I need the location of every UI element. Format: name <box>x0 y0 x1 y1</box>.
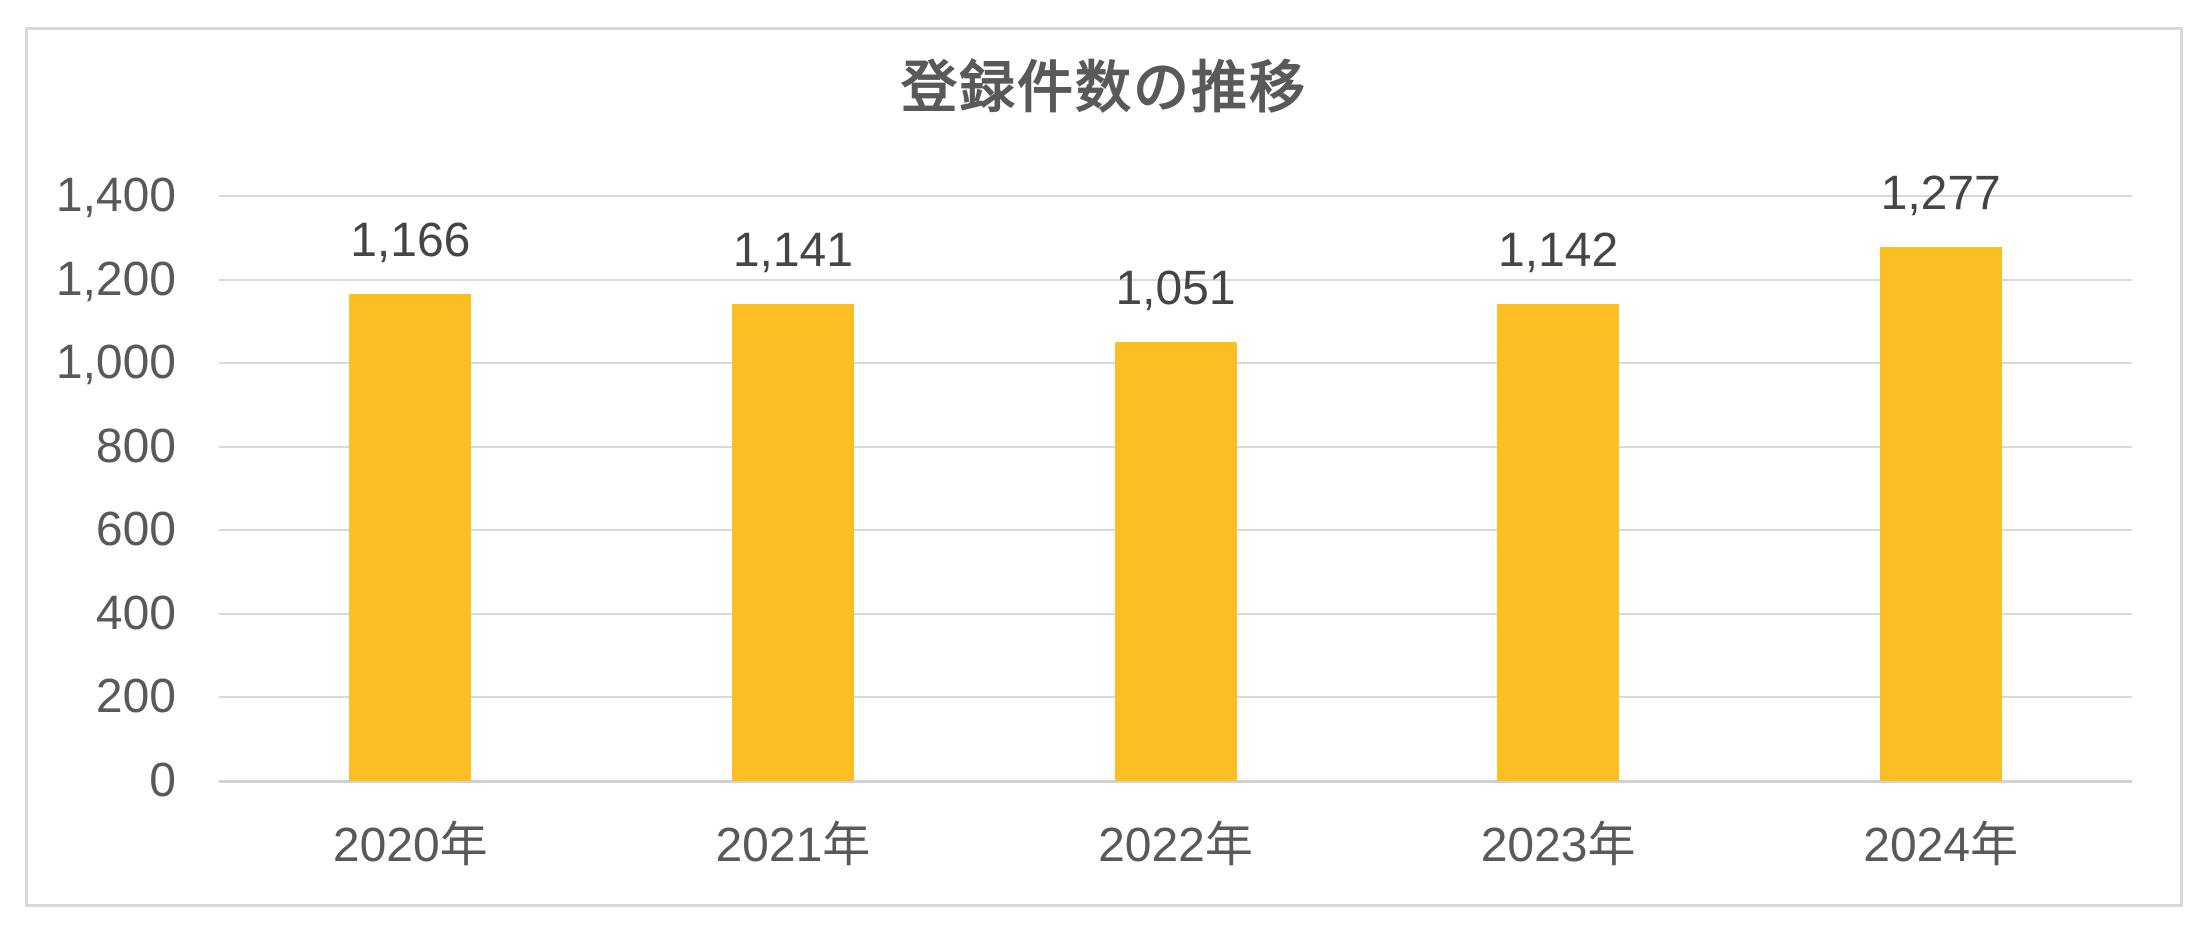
x-axis-line <box>219 780 2132 783</box>
y-tick-label-0: 0 <box>149 754 176 807</box>
bar-2021 <box>731 304 854 781</box>
bar-2020 <box>349 293 472 781</box>
bar-2024 <box>1879 247 2002 781</box>
bar-value-label-2024: 1,277 <box>1880 167 2001 221</box>
x-tick-label-2023: 2023年 <box>1480 819 1636 872</box>
x-tick-label-2021: 2021年 <box>715 819 871 872</box>
y-tick-label-1400: 1,400 <box>55 169 176 222</box>
x-tick-label-2024: 2024年 <box>1863 819 2019 872</box>
y-tick-label-600: 600 <box>95 503 176 557</box>
plot-area: 1,166 1,141 1,051 1,142 1,277 <box>219 167 2132 783</box>
y-tick-label-1000: 1,000 <box>55 336 176 390</box>
x-axis: 2020年 2021年 2022年 2023年 2024年 <box>219 781 2132 907</box>
bar-2023 <box>1497 303 1620 781</box>
x-tick-label-2022: 2022年 <box>1098 819 1253 872</box>
y-axis: 0 200 400 600 800 1,000 1,200 1,400 <box>28 169 176 807</box>
bar-value-label-2020: 1,166 <box>350 213 471 267</box>
bar-value-label-2021: 1,141 <box>732 224 853 278</box>
bar-2022 <box>1114 341 1237 781</box>
y-tick-label-200: 200 <box>95 670 176 724</box>
y-tick-label-1200: 1,200 <box>55 252 176 306</box>
y-tick-label-800: 800 <box>95 419 176 473</box>
gridline-1200 <box>219 278 2132 281</box>
gridline-1400 <box>219 195 2132 197</box>
bar-value-label-2023: 1,142 <box>1498 223 1619 277</box>
chart-frame: 登録件数の推移 0 200 400 600 800 1,000 1,200 1,400 1,1… <box>25 27 2183 907</box>
bar-value-label-2022: 1,051 <box>1115 261 1236 315</box>
chart-title: 登録件数の推移 <box>901 56 1307 119</box>
y-tick-label-400: 400 <box>95 586 176 640</box>
x-tick-label-2020: 2020年 <box>332 819 488 872</box>
